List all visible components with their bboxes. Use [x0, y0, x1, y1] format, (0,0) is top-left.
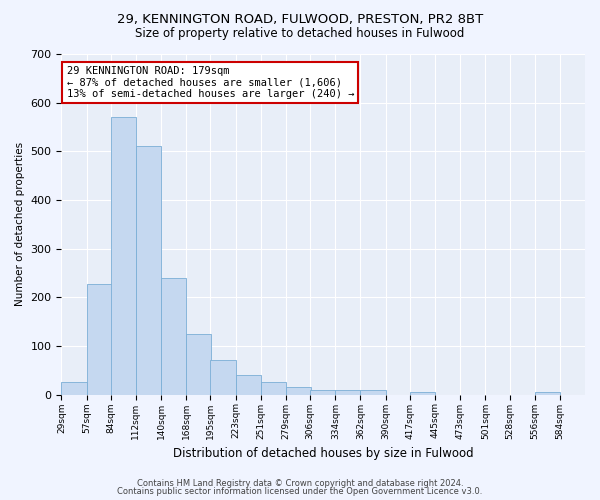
Bar	[361, 390, 386, 394]
Bar	[186, 334, 211, 394]
Text: 29, KENNINGTON ROAD, FULWOOD, PRESTON, PR2 8BT: 29, KENNINGTON ROAD, FULWOOD, PRESTON, P…	[117, 12, 483, 26]
Bar	[535, 392, 560, 394]
Text: Contains public sector information licensed under the Open Government Licence v3: Contains public sector information licen…	[118, 487, 482, 496]
Bar	[111, 118, 136, 394]
Bar	[86, 284, 112, 395]
Text: Contains HM Land Registry data © Crown copyright and database right 2024.: Contains HM Land Registry data © Crown c…	[137, 478, 463, 488]
Bar	[161, 278, 186, 394]
Text: 29 KENNINGTON ROAD: 179sqm
← 87% of detached houses are smaller (1,606)
13% of s: 29 KENNINGTON ROAD: 179sqm ← 87% of deta…	[67, 66, 354, 99]
Bar	[286, 388, 311, 394]
Y-axis label: Number of detached properties: Number of detached properties	[15, 142, 25, 306]
Bar	[410, 392, 435, 394]
X-axis label: Distribution of detached houses by size in Fulwood: Distribution of detached houses by size …	[173, 447, 473, 460]
Bar	[236, 375, 261, 394]
Bar	[261, 382, 286, 394]
Bar	[211, 360, 236, 394]
Bar	[335, 390, 361, 394]
Bar	[61, 382, 86, 394]
Bar	[310, 390, 335, 394]
Bar	[136, 146, 161, 394]
Text: Size of property relative to detached houses in Fulwood: Size of property relative to detached ho…	[136, 28, 464, 40]
